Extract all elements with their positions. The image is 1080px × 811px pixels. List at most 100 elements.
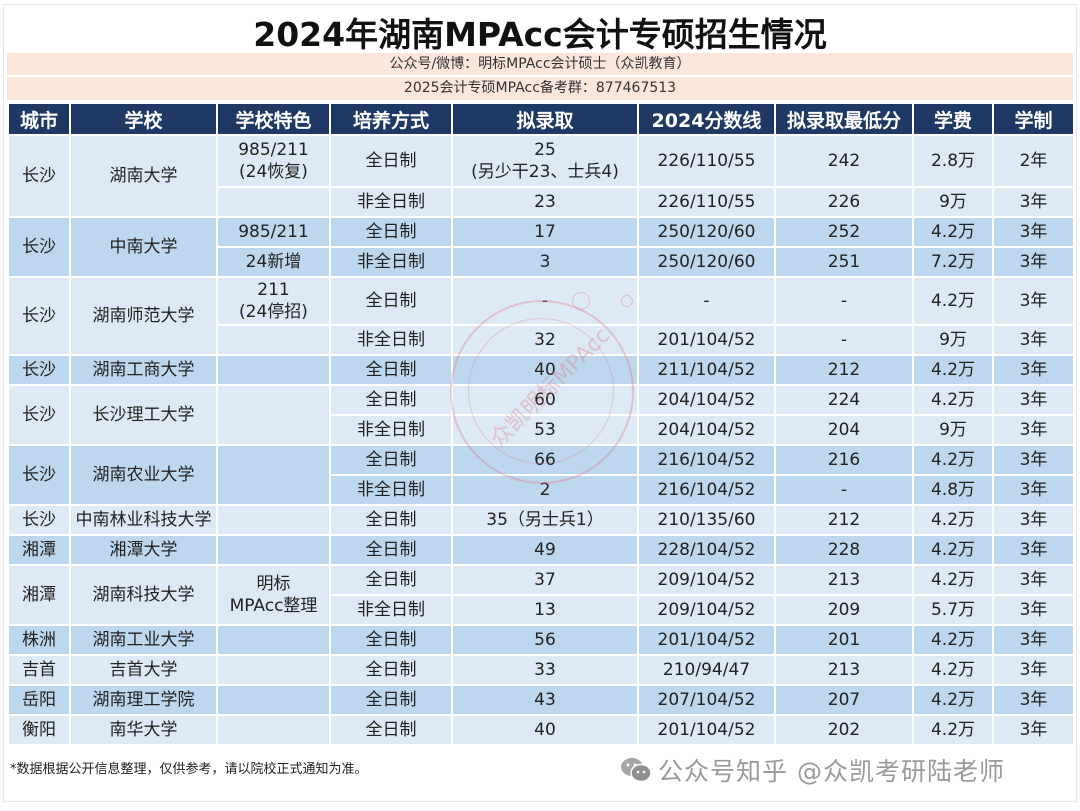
cell-plan: 49 [451,534,639,566]
cell-city: 湘潭 [7,534,71,566]
cell-mode: 全日制 [329,134,453,188]
cell-min-score: 202 [774,714,914,746]
admissions-table: 城市 学校 学校特色 培养方式 拟录取 2024分数线 拟录取最低分 学费 学制… [7,102,1075,746]
cell-score-line: 201/104/52 [637,714,776,746]
cell-school: 中南大学 [69,216,218,278]
cell-plan: 40 [451,354,639,386]
cell-feature [216,534,331,566]
cell-score-line: 226/110/55 [637,134,776,188]
footer-note: *数据根据公开信息整理，仅供参考，请以院校正式通知为准。 [10,762,368,777]
cell-fee: 7.2万 [912,246,994,278]
cell-school: 南华大学 [69,714,218,746]
header-mode: 培养方式 [329,102,453,136]
cell-plan: 53 [451,414,639,446]
cell-fee: 4.2万 [912,534,994,566]
table-row: 非全日制 13 209/104/52 209 5.7万 3年 [8,594,1075,626]
cell-feature: 24新增 [216,246,331,278]
cell-fee: 9万 [912,324,994,356]
cell-feature-note: 明标 MPAcc整理 [216,564,331,626]
cell-plan: 23 [451,186,639,218]
header-school: 学校 [69,102,218,136]
cell-plan: 3 [451,246,639,278]
table-row: 非全日制 53 204/104/52 204 9万 3年 [8,414,1075,446]
cell-fee: 4.2万 [912,624,994,656]
cell-city: 长沙 [7,384,71,446]
table-row: 24新增 非全日制 3 250/120/60 251 7.2万 3年 [8,246,1075,278]
cell-feature: 211 (24停招) [216,276,331,326]
cell-min-score: 212 [774,504,914,536]
table-row: 湘潭 湖南科技大学 明标 MPAcc整理 全日制 37 209/104/52 2… [7,564,1075,626]
cell-length: 3年 [992,324,1075,356]
cell-feature: 985/211 [216,216,331,248]
cell-length: 3年 [992,714,1075,746]
table-header-row: 城市 学校 学校特色 培养方式 拟录取 2024分数线 拟录取最低分 学费 学制 [7,102,1075,136]
cell-mode: 全日制 [329,354,453,386]
cell-fee: 4.2万 [912,684,994,716]
cell-city: 长沙 [7,276,71,356]
table-row: 湘潭 湘潭大学 全日制 49 228/104/52 228 4.2万 3年 [7,534,1075,566]
cell-plan: 25 (另少干23、士兵4) [451,134,639,188]
cell-plan: 37 [451,564,639,596]
cell-score-line: 209/104/52 [637,594,776,626]
page-frame [3,4,1077,802]
cell-fee: 9万 [912,414,994,446]
cell-feature [216,354,331,386]
table-row: 长沙 湖南农业大学 全日制 66 216/104/52 216 4.2万 3年 [7,444,1075,506]
cell-score-line: 211/104/52 [637,354,776,386]
cell-score-line: 209/104/52 [637,564,776,596]
cell-feature [216,324,331,356]
table-row: 吉首 吉首大学 全日制 33 210/94/47 213 4.2万 3年 [7,654,1075,686]
cell-min-score: 224 [774,384,914,416]
cell-min-score: 204 [774,414,914,446]
cell-score-line: 210/135/60 [637,504,776,536]
cell-mode: 非全日制 [329,324,453,356]
cell-feature [216,504,331,536]
page-title: 2024年湖南MPAcc会计专硕招生情况 [253,15,827,54]
cell-length: 3年 [992,654,1075,686]
cell-mode: 非全日制 [329,186,453,218]
cell-min-score: 242 [774,134,914,188]
cell-mode: 非全日制 [329,594,453,626]
cell-feature [216,654,331,686]
cell-fee: 4.2万 [912,654,994,686]
cell-school: 湖南工业大学 [69,624,218,656]
cell-fee: 4.2万 [912,384,994,416]
cell-plan: 40 [451,714,639,746]
cell-length: 3年 [992,444,1075,476]
cell-feature [216,186,331,218]
cell-min-score: 251 [774,246,914,278]
cell-score-line: 216/104/52 [637,444,776,476]
cell-length: 3年 [992,384,1075,416]
cell-plan: 32 [451,324,639,356]
cell-mode: 非全日制 [329,246,453,278]
cell-length: 3年 [992,246,1075,278]
cell-mode: 全日制 [329,684,453,716]
cell-mode: 全日制 [329,216,453,248]
cell-plan: 17 [451,216,639,248]
table-row: 长沙 湖南工商大学 全日制 40 211/104/52 212 4.2万 3年 [7,354,1075,386]
cell-fee: 4.2万 [912,564,994,596]
cell-min-score: 213 [774,564,914,596]
cell-mode: 全日制 [329,276,453,326]
cell-min-score: - [774,324,914,356]
cell-plan: 66 [451,444,639,476]
header-length: 学制 [992,102,1075,136]
cell-city: 岳阳 [7,684,71,716]
cell-length: 3年 [992,474,1075,506]
table-row: 非全日制 23 226/110/55 226 9万 3年 [8,186,1075,218]
cell-mode: 全日制 [329,714,453,746]
cell-city: 吉首 [7,654,71,686]
cell-length: 3年 [992,534,1075,566]
cell-fee: 5.7万 [912,594,994,626]
cell-fee: 4.2万 [912,504,994,536]
cell-city: 株洲 [7,624,71,656]
cell-min-score: 252 [774,216,914,248]
cell-length: 3年 [992,276,1075,326]
cell-plan: 2 [451,474,639,506]
cell-feature [216,384,331,446]
cell-length: 3年 [992,414,1075,446]
cell-city: 长沙 [7,216,71,278]
cell-length: 3年 [992,624,1075,656]
cell-school: 吉首大学 [69,654,218,686]
header-min-score: 拟录取最低分 [774,102,914,136]
